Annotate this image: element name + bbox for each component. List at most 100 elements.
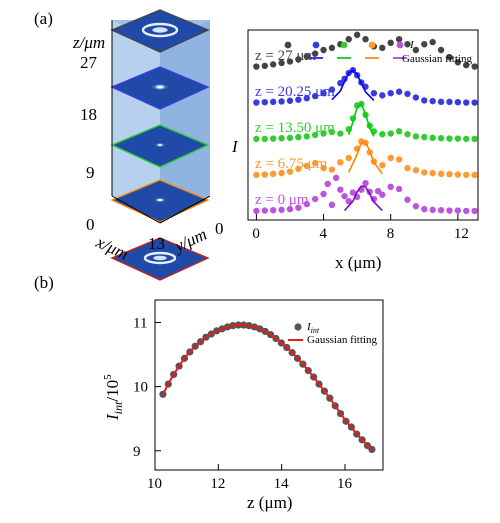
profile-point xyxy=(253,63,260,70)
profile-x-tick-label: 12 xyxy=(454,226,469,242)
profile-point xyxy=(395,88,403,95)
profile-series-label: z = 27 μm xyxy=(255,48,316,64)
profile-point xyxy=(261,135,268,143)
profile-series-label: z = 6.75 μm xyxy=(255,156,328,172)
intensity-y-tick-label: 11 xyxy=(133,315,147,331)
profile-point xyxy=(429,169,436,177)
profile-point xyxy=(362,180,369,187)
profile-point xyxy=(295,165,302,172)
legend-marker xyxy=(312,41,320,49)
intensity-chart: 10 12 14 16 9 10 11 Iint Gaussian fitting Iint… xyxy=(102,299,384,512)
intensity-y-divider: /10 xyxy=(103,380,122,402)
intensity-y-exponent: 5 xyxy=(102,374,114,380)
profile-point xyxy=(328,128,336,136)
profile-point xyxy=(303,162,310,170)
profile-point xyxy=(446,98,453,106)
profile-fit-line xyxy=(347,102,375,137)
profile-point xyxy=(421,133,428,141)
profile-point xyxy=(370,90,378,97)
profile-point xyxy=(421,205,428,213)
profile-point xyxy=(320,46,327,54)
profile-x-tick-label: 8 xyxy=(387,226,395,242)
intensity-x-tick-label: 14 xyxy=(274,476,290,492)
profile-point xyxy=(311,159,319,167)
intensity-x-tick-label: 10 xyxy=(147,476,162,492)
beam-ring xyxy=(141,22,179,38)
profile-point xyxy=(253,99,260,106)
profile-point xyxy=(253,207,260,215)
profile-point xyxy=(463,207,470,215)
intensity-x-label: z (μm) xyxy=(247,493,292,512)
profile-point xyxy=(404,131,411,138)
z-tick-27: 27 xyxy=(80,53,98,72)
profile-point xyxy=(341,192,348,200)
profile-point xyxy=(463,99,470,106)
x-end-tick: 13 xyxy=(148,234,165,253)
z-tick-18: 18 xyxy=(80,105,97,124)
profile-point xyxy=(454,207,462,214)
profile-point xyxy=(269,98,277,106)
profile-point xyxy=(311,92,319,100)
profile-point xyxy=(286,58,294,65)
z-axis-label: z/μm xyxy=(72,33,105,52)
legend-label-gaussian: Gaussian fitting xyxy=(402,53,472,65)
profile-point xyxy=(429,97,436,105)
profile-point xyxy=(379,131,386,138)
profile-point xyxy=(311,195,319,203)
profile-point xyxy=(345,198,352,205)
legend-label-fit: Gaussian fitting xyxy=(307,334,377,346)
profile-point xyxy=(278,135,285,142)
profile-point xyxy=(404,196,411,203)
profile-point xyxy=(269,61,277,68)
profile-point xyxy=(429,206,436,214)
profile-point xyxy=(337,186,344,193)
profile-fit-line xyxy=(347,141,383,175)
profile-point xyxy=(454,99,462,106)
intensity-x-tick-label: 16 xyxy=(337,476,353,492)
profile-point xyxy=(395,128,403,135)
profile-point xyxy=(387,183,394,190)
intensity-series xyxy=(159,321,376,454)
profile-point xyxy=(437,98,445,106)
profile-point xyxy=(463,135,470,143)
profile-point xyxy=(320,190,327,198)
profile-point xyxy=(471,207,478,215)
profile-y-label: I xyxy=(231,137,239,156)
profile-point xyxy=(353,31,361,39)
profile-point xyxy=(379,191,386,198)
profile-point xyxy=(278,169,285,177)
profile-point xyxy=(404,164,411,172)
profile-point xyxy=(337,79,344,87)
beam-spot xyxy=(154,142,166,148)
beam-spot xyxy=(153,197,167,203)
profile-point xyxy=(253,171,260,179)
profile-point xyxy=(395,156,403,163)
stack-side-panel xyxy=(112,20,160,223)
profile-point xyxy=(471,99,478,106)
profile-point xyxy=(269,135,277,142)
beam-ring xyxy=(143,251,177,265)
profile-point xyxy=(437,170,445,178)
profile-point xyxy=(412,167,420,174)
profile-point xyxy=(379,92,386,99)
profile-x-ticks: 0 4 8 12 xyxy=(252,214,469,242)
profile-legend: I Gaussian fitting xyxy=(284,39,472,65)
z-tick-0: 0 xyxy=(86,215,95,234)
beam-spot xyxy=(150,83,170,91)
profile-point xyxy=(395,36,403,43)
profile-point xyxy=(387,130,394,137)
profile-point xyxy=(295,96,302,103)
profile-point xyxy=(404,41,411,48)
profile-point xyxy=(269,170,277,178)
intensity-y-symbol: I xyxy=(103,413,122,421)
profile-point xyxy=(261,171,268,178)
legend-marker xyxy=(368,41,376,49)
intensity-y-tick-label: 10 xyxy=(133,380,148,396)
beam-core xyxy=(152,27,168,33)
profile-point xyxy=(278,98,285,105)
profile-series: z = 27 μm z = 20.25 μm z = 13.50 μm z = 6.7… xyxy=(253,31,478,215)
profile-point xyxy=(463,171,470,179)
profile-series-label: z = 20.25 μm xyxy=(255,84,335,100)
profile-point xyxy=(261,62,268,70)
slices xyxy=(110,9,210,281)
